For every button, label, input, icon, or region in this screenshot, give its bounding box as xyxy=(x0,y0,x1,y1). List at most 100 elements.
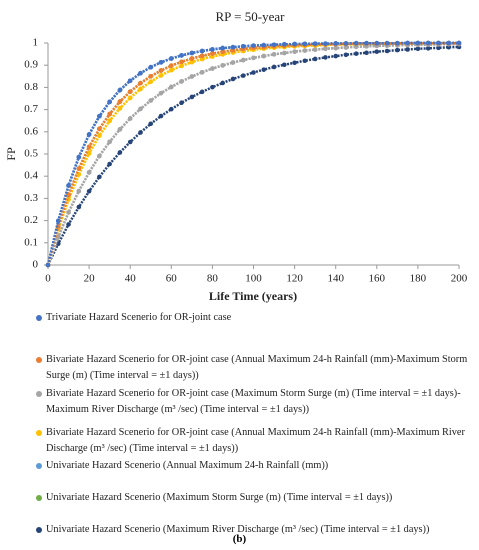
data-point xyxy=(66,210,71,215)
x-tick-label: 160 xyxy=(369,273,386,285)
data-point xyxy=(76,166,82,171)
data-point xyxy=(76,154,82,160)
data-point xyxy=(210,51,215,56)
data-point xyxy=(138,106,143,112)
y-tick-label: 0.2 xyxy=(24,214,38,226)
data-point xyxy=(158,113,164,119)
data-point xyxy=(148,98,154,103)
caption: (b) xyxy=(232,533,247,545)
data-point xyxy=(76,188,82,194)
data-point xyxy=(240,44,246,49)
data-point xyxy=(199,48,205,54)
data-point xyxy=(97,133,102,138)
data-point xyxy=(189,56,195,61)
legend-entry: Univariate Hazard Scenerio (Maximum Stor… xyxy=(36,490,471,506)
data-point xyxy=(158,60,164,65)
data-point xyxy=(271,52,277,57)
data-point xyxy=(169,84,174,90)
data-point xyxy=(107,161,112,167)
data-point xyxy=(364,50,369,56)
legend-label: Bivariate Hazard Scenerio for OR-joint c… xyxy=(46,427,465,454)
data-point xyxy=(158,68,164,73)
data-point xyxy=(117,150,123,155)
data-point xyxy=(127,116,133,121)
data-point xyxy=(261,67,267,72)
data-point xyxy=(210,84,215,90)
data-point xyxy=(210,47,215,52)
data-point xyxy=(405,47,410,52)
legend-marker xyxy=(36,527,42,533)
data-point xyxy=(292,60,297,66)
data-point xyxy=(425,46,431,51)
data-point xyxy=(384,40,390,46)
data-point xyxy=(97,126,102,132)
chart-title: RP = 50-year xyxy=(216,9,286,24)
legend-entry: Univariate Hazard Scenerio (Maximum Rive… xyxy=(36,522,471,538)
data-point xyxy=(251,55,256,61)
y-tick-label: 0.5 xyxy=(24,148,38,160)
x-tick-label: 200 xyxy=(451,273,468,285)
data-point xyxy=(323,41,328,46)
data-point xyxy=(86,132,92,137)
legend-marker xyxy=(36,495,42,501)
data-point xyxy=(127,89,133,94)
data-point xyxy=(323,46,328,52)
data-point xyxy=(117,87,123,93)
data-point xyxy=(148,64,154,70)
legend-entry: Bivariate Hazard Scenerio for OR-joint c… xyxy=(36,352,471,384)
data-point xyxy=(138,86,143,92)
x-tick-label: 20 xyxy=(84,273,96,285)
data-point xyxy=(230,60,236,65)
data-point xyxy=(127,78,133,84)
data-point xyxy=(312,41,318,46)
data-point xyxy=(384,48,390,54)
data-point xyxy=(189,74,195,79)
data-point xyxy=(107,99,112,105)
legend-entry: Univariate Hazard Scenerio (Annual Maxim… xyxy=(36,458,471,474)
data-point xyxy=(55,218,61,224)
data-point xyxy=(76,204,82,210)
data-point xyxy=(169,63,174,68)
data-point xyxy=(55,224,61,229)
data-point xyxy=(117,99,123,104)
data-point xyxy=(210,66,215,71)
x-tick-label: 40 xyxy=(125,273,137,285)
legend-marker xyxy=(36,391,42,397)
x-axis-label: Life Time (years) xyxy=(209,289,297,303)
x-tick-label: 120 xyxy=(286,273,303,285)
data-point xyxy=(220,80,225,86)
data-point xyxy=(158,73,164,78)
data-point xyxy=(148,121,154,127)
series-line xyxy=(46,41,459,266)
legend-label: Bivariate Hazard Scenerio for OR-joint c… xyxy=(46,388,461,415)
data-point xyxy=(353,40,359,46)
data-point xyxy=(138,80,143,86)
data-point xyxy=(364,40,369,46)
legend-label: Trivariate Hazard Scenerio for OR-joint … xyxy=(46,312,232,323)
y-tick-label: 1 xyxy=(33,37,39,49)
data-point xyxy=(251,70,256,75)
data-point xyxy=(395,40,400,46)
data-point xyxy=(189,59,195,65)
data-point xyxy=(261,53,267,59)
data-point xyxy=(415,40,421,46)
series-line xyxy=(46,42,459,266)
data-point xyxy=(179,59,184,65)
data-point xyxy=(374,40,380,46)
data-point xyxy=(179,100,184,106)
series-line xyxy=(46,42,459,266)
data-point xyxy=(446,40,452,46)
data-point xyxy=(169,56,174,61)
data-point xyxy=(436,40,441,46)
data-point xyxy=(323,55,328,60)
data-point xyxy=(220,49,225,55)
data-point xyxy=(45,262,51,268)
data-point xyxy=(343,41,349,46)
x-tick-label: 140 xyxy=(327,273,344,285)
data-point xyxy=(333,41,339,46)
data-point xyxy=(292,41,297,47)
data-point xyxy=(66,222,71,227)
data-point xyxy=(333,45,339,51)
data-point xyxy=(117,105,123,111)
data-point xyxy=(251,43,256,48)
